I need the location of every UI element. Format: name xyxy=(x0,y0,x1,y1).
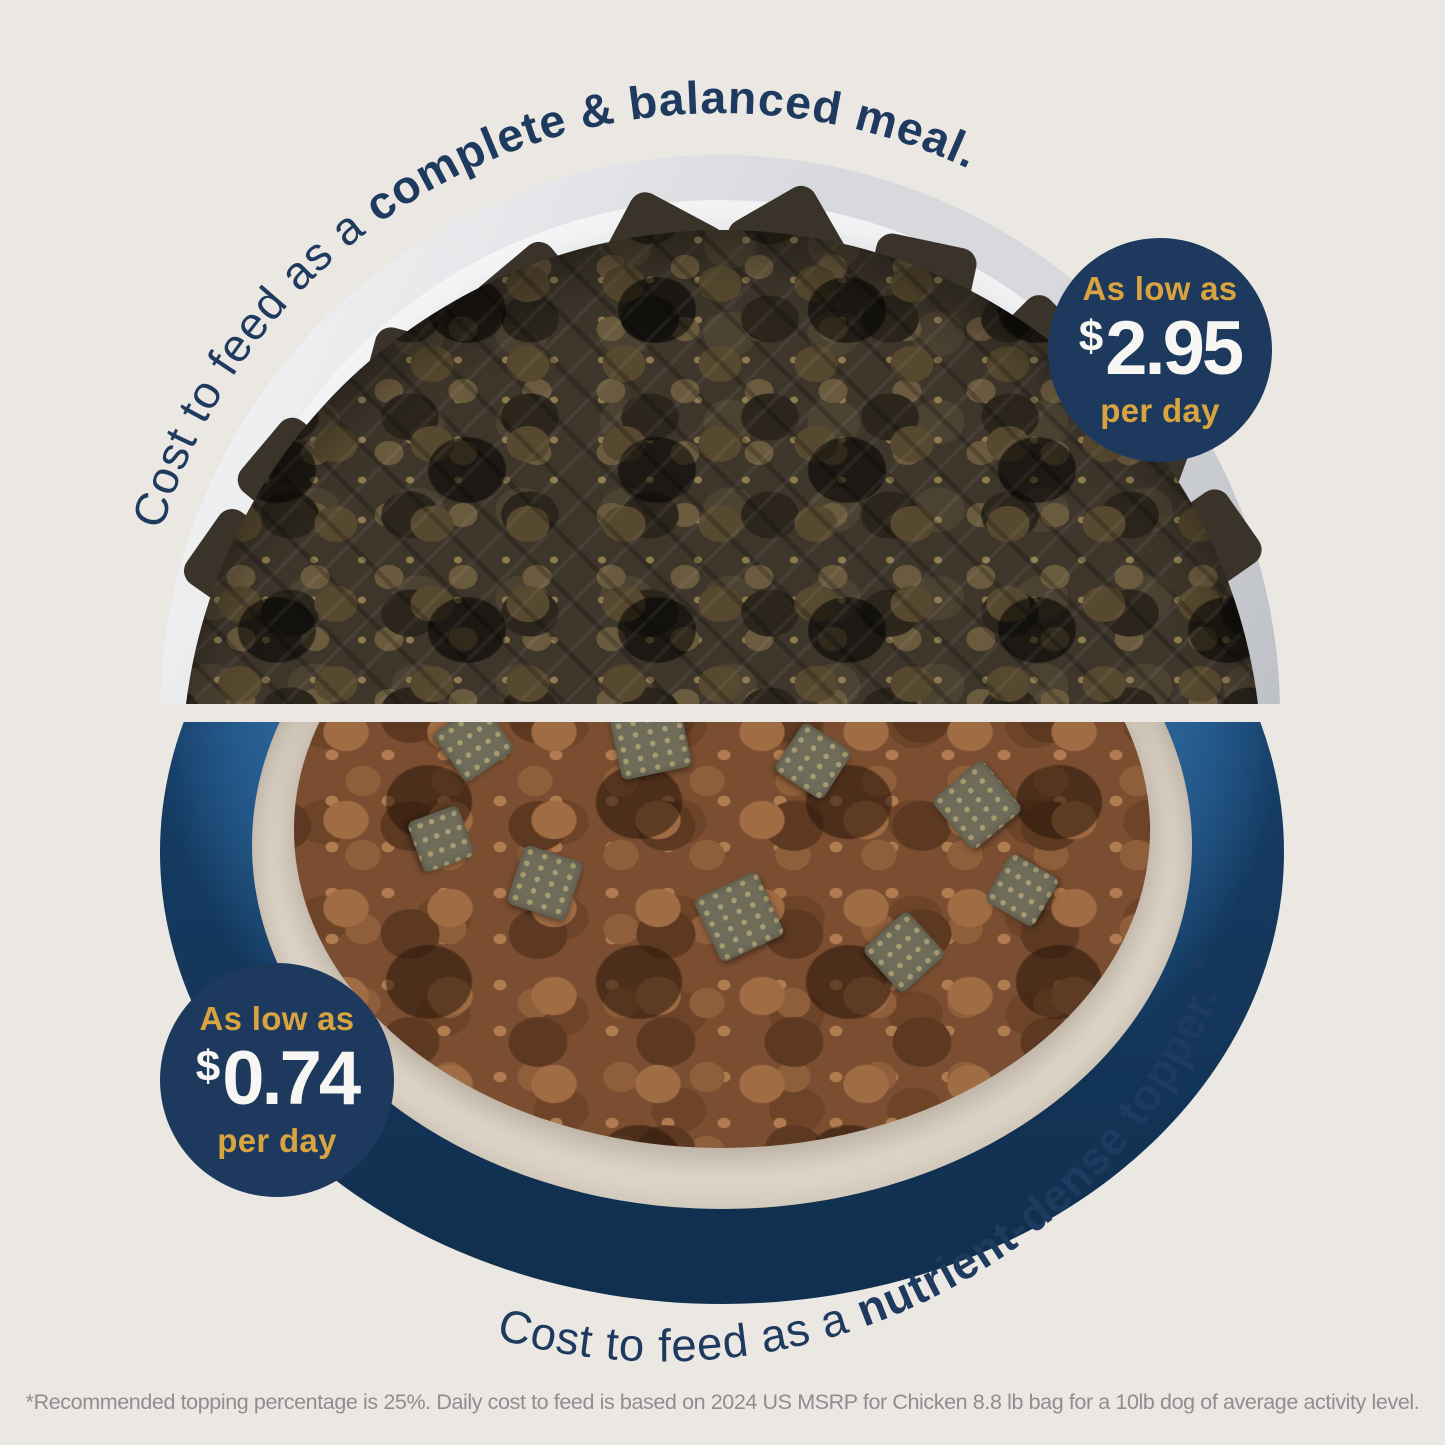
freeze-dried-topper-piece xyxy=(983,851,1061,929)
badge-amount: 0.74 xyxy=(222,1036,361,1121)
freeze-dried-topper-piece xyxy=(772,722,854,802)
freeze-dried-topper-piece xyxy=(607,722,693,781)
footnote-text: *Recommended topping percentage is 25%. … xyxy=(25,1390,1420,1414)
freeze-dried-topper-piece xyxy=(861,909,947,995)
freeze-dried-topper-piece xyxy=(432,722,516,784)
price-badge-topper: As low as $0.74 per day xyxy=(160,963,394,1197)
badge-as-low-as-label: As low as xyxy=(199,999,355,1037)
badge-as-low-as-label: As low as xyxy=(1082,269,1238,307)
freeze-dried-topper-piece xyxy=(505,843,585,923)
dollar-sign: $ xyxy=(1078,312,1104,361)
badge-per-day-label: per day xyxy=(217,1122,337,1159)
badge-price: $0.74 xyxy=(195,1036,361,1121)
price-badge-meal: As low as $2.95 per day xyxy=(1048,238,1272,462)
badge-price: $2.95 xyxy=(1078,306,1244,391)
freeze-dried-topper-piece xyxy=(406,804,476,874)
badge-per-day-label: per day xyxy=(1100,392,1220,429)
badge-amount: 2.95 xyxy=(1105,306,1244,391)
dollar-sign: $ xyxy=(195,1042,221,1091)
freeze-dried-topper-piece xyxy=(930,758,1024,852)
freeze-dried-topper-piece xyxy=(692,870,786,964)
bottom-bowl-photo xyxy=(0,722,1445,1312)
